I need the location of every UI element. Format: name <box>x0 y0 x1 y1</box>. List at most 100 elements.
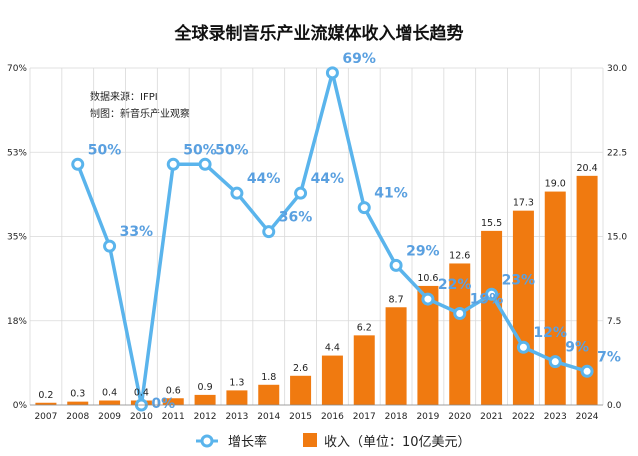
legend: 增长率 收入（单位：10亿美元） <box>196 433 471 450</box>
growth-value-label: 44% <box>247 171 281 187</box>
y-left-tick-label: 35% <box>7 233 27 243</box>
revenue-bar <box>99 400 121 405</box>
bar-value-label: 8.7 <box>389 294 404 305</box>
revenue-bar <box>481 230 503 405</box>
growth-value-label: 19% <box>470 292 504 308</box>
x-tick-label: 2018 <box>385 412 408 422</box>
revenue-bar <box>226 390 248 405</box>
legend-bar-swatch <box>303 433 317 447</box>
bar-value-label: 20.4 <box>577 163 598 174</box>
revenue-bar <box>353 335 375 405</box>
chart-title: 全球录制音乐产业流媒体收入增长趋势 <box>174 23 464 44</box>
growth-point <box>357 201 371 215</box>
growth-value-label: 12% <box>533 325 567 341</box>
bar-value-label: 12.6 <box>449 250 470 261</box>
axes: 0% 18% 35% 53% 70% 0.0 7.5 15.0 22.5 30.0 2007 2008… <box>7 64 627 422</box>
bar-value-label: 10.6 <box>417 273 438 284</box>
revenue-bar <box>449 263 471 405</box>
x-tick-label: 2024 <box>576 412 599 422</box>
growth-value-label: 69% <box>342 51 376 67</box>
growth-value-label: 50% <box>183 142 217 158</box>
data-labels: 0.2 0.3 0.4 0.4 0.6 0.9 1.3 1.8 2.6 4.4 6.2 8.7 10.6… <box>38 51 621 412</box>
growth-point <box>230 186 244 200</box>
growth-value-label: 33% <box>120 224 154 240</box>
gridlines <box>29 67 604 406</box>
revenue-bars <box>35 175 598 405</box>
bar-value-label: 4.4 <box>325 343 340 354</box>
growth-point <box>485 287 499 301</box>
growth-point <box>294 186 308 200</box>
x-tick-label: 2023 <box>544 412 567 422</box>
bar-value-label: 1.8 <box>261 372 276 383</box>
x-tick-label: 2008 <box>66 412 89 422</box>
growth-value-label: 22% <box>438 277 472 293</box>
growth-value-label: 29% <box>406 243 440 259</box>
x-tick-label: 2020 <box>448 412 471 422</box>
revenue-bar <box>576 175 598 405</box>
growth-point <box>103 239 117 253</box>
growth-value-label: 44% <box>311 171 345 187</box>
y-right-tick-label: 22.5 <box>607 148 627 158</box>
growth-point <box>453 307 467 321</box>
growth-point <box>389 258 403 272</box>
bar-value-label: 0.4 <box>102 388 117 399</box>
y-left-tick-label: 18% <box>7 317 27 327</box>
bar-value-label: 0.9 <box>198 382 213 393</box>
growth-value-label: 23% <box>502 272 536 288</box>
growth-point <box>198 157 212 171</box>
y-right-tick-label: 30.0 <box>607 64 627 74</box>
x-tick-label: 2015 <box>289 412 312 422</box>
growth-point <box>516 340 530 354</box>
x-tick-label: 2022 <box>512 412 535 422</box>
growth-point <box>262 225 276 239</box>
x-tick-label: 2019 <box>416 412 439 422</box>
growth-value-label: 7% <box>597 349 621 365</box>
legend-revenue-label: 收入（单位：10亿美元） <box>324 435 471 450</box>
revenue-bar <box>290 375 312 405</box>
x-tick-label: 2010 <box>130 412 153 422</box>
growth-point <box>325 66 339 80</box>
x-tick-label: 2021 <box>480 412 503 422</box>
revenue-bar <box>321 355 343 405</box>
bar-value-label: 0.2 <box>38 390 53 401</box>
revenue-bar <box>512 210 534 405</box>
x-tick-label: 2012 <box>194 412 217 422</box>
y-left-tick-label: 0% <box>13 401 28 411</box>
x-tick-label: 2014 <box>257 412 280 422</box>
x-tick-label: 2013 <box>225 412 248 422</box>
growth-point <box>71 157 85 171</box>
growth-value-label: 9% <box>565 340 589 356</box>
growth-value-label: 36% <box>279 210 313 226</box>
growth-point <box>421 292 435 306</box>
revenue-bar <box>258 384 280 405</box>
y-left-tick-label: 53% <box>7 148 27 158</box>
revenue-bar <box>35 402 57 405</box>
x-tick-label: 2017 <box>353 412 376 422</box>
y-left-tick-label: 70% <box>7 64 27 74</box>
legend-growth-label: 增长率 <box>228 434 267 450</box>
x-tick-label: 2011 <box>162 412 185 422</box>
growth-value-label: 0% <box>151 396 175 412</box>
growth-value-label: 50% <box>88 142 122 158</box>
revenue-bar <box>67 401 89 405</box>
x-tick-label: 2007 <box>34 412 57 422</box>
y-right-tick-label: 7.5 <box>607 317 621 327</box>
bar-value-label: 1.3 <box>229 377 244 388</box>
legend-line-marker <box>200 434 214 448</box>
revenue-bar <box>544 191 566 405</box>
revenue-bar <box>417 285 439 405</box>
growth-line-path <box>76 71 588 407</box>
bar-value-label: 6.2 <box>357 322 372 333</box>
source-line-1: 数据来源：IFPI <box>90 90 158 103</box>
growth-line <box>71 66 594 412</box>
y-right-tick-label: 0.0 <box>607 401 622 411</box>
revenue-bar <box>385 307 407 405</box>
revenue-bar <box>194 394 216 405</box>
revenue-bar <box>162 398 184 405</box>
bar-value-label: 15.5 <box>481 218 502 229</box>
growth-value-label: 50% <box>215 142 249 158</box>
bar-value-label: 19.0 <box>545 179 566 190</box>
source-line-2: 制图：新音乐产业观察 <box>90 107 190 120</box>
bar-value-label: 17.3 <box>513 198 534 209</box>
